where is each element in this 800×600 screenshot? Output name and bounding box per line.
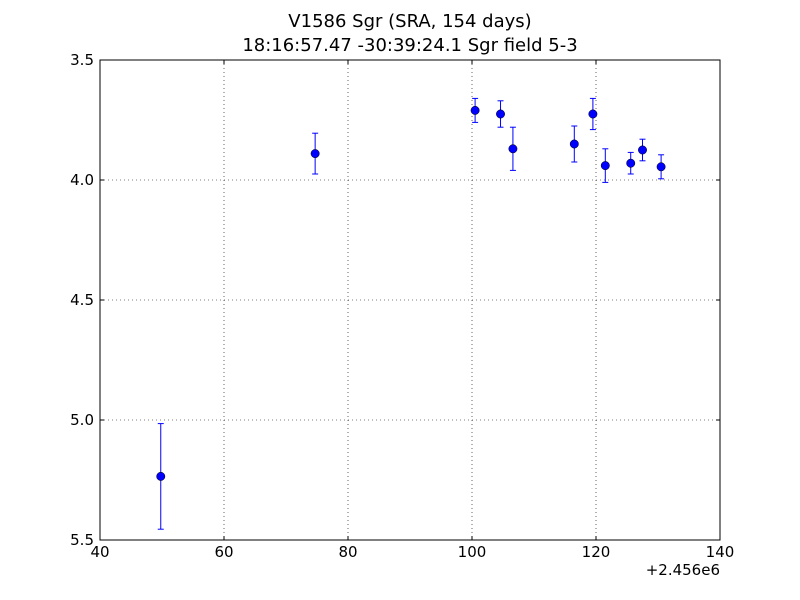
x-tick-label: 40 <box>90 543 109 561</box>
data-point-group <box>569 125 579 163</box>
data-point-group <box>310 132 320 175</box>
ticks: 40 60 80 100 120 140 3.5 4.0 4.5 5.0 5.5 <box>70 51 734 561</box>
y-tick-label: 4.0 <box>70 171 94 189</box>
data-point <box>569 139 579 149</box>
data-point <box>496 109 505 119</box>
data-point-group <box>470 97 480 123</box>
data-point <box>656 162 666 172</box>
data-point-group <box>600 148 610 183</box>
chart-subtitle: 18:16:57.47 -30:39:24.1 Sgr field 5-3 <box>242 35 578 56</box>
chart-title: V1586 Sgr (SRA, 154 days) <box>288 11 532 32</box>
data-point <box>470 105 480 115</box>
data-point-group <box>638 138 647 162</box>
grid <box>100 60 720 540</box>
y-tick-label: 5.5 <box>70 531 94 549</box>
data-point-group <box>496 100 505 128</box>
x-tick-label: 120 <box>582 543 611 561</box>
data-point <box>310 149 320 159</box>
x-tick-label: 140 <box>706 543 735 561</box>
data-point-group <box>656 154 666 180</box>
x-tick-label: 80 <box>338 543 357 561</box>
y-tick-label: 4.5 <box>70 291 94 309</box>
y-tick-label: 5.0 <box>70 411 94 429</box>
data-point-group <box>626 151 636 175</box>
y-tick-label: 3.5 <box>70 51 94 69</box>
data-point <box>588 109 598 119</box>
data-layer <box>156 97 666 530</box>
data-point <box>638 145 647 155</box>
x-tick-label: 100 <box>458 543 487 561</box>
data-point <box>626 158 636 168</box>
data-point <box>508 144 518 154</box>
data-point-group <box>508 126 518 171</box>
data-point <box>156 471 166 481</box>
x-offset-label: +2.456e6 <box>646 561 720 579</box>
x-tick-label: 60 <box>214 543 233 561</box>
data-point <box>600 161 610 171</box>
data-point-group <box>588 97 598 131</box>
data-point-group <box>156 423 166 530</box>
